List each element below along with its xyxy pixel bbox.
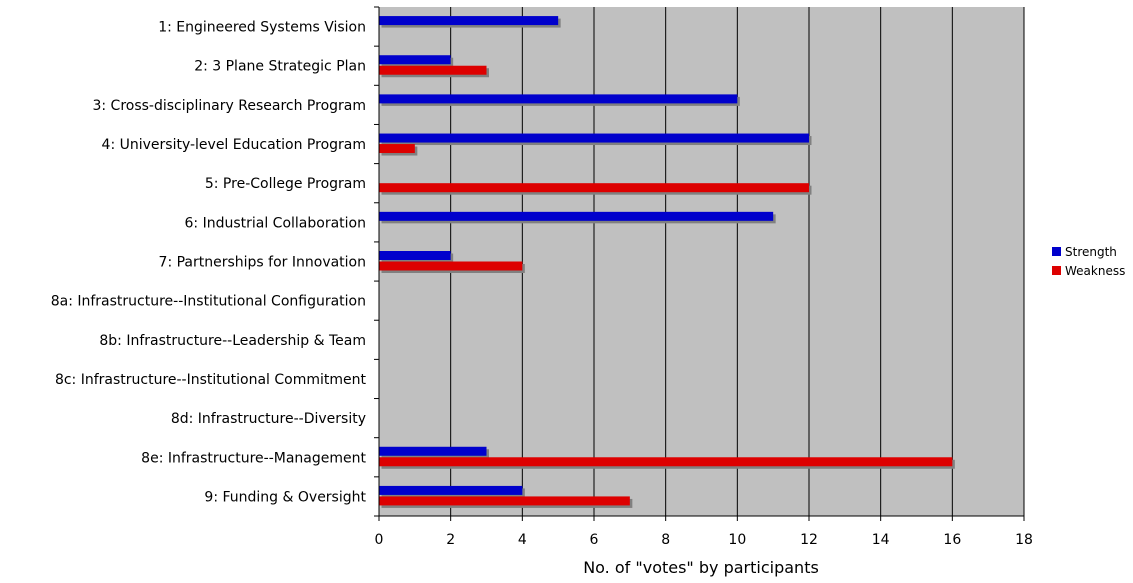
- legend-swatch-weakness: [1052, 266, 1061, 275]
- bar-strength: [379, 133, 809, 143]
- category-label: 8a: Infrastructure--Institutional Config…: [51, 294, 366, 310]
- bar-weakness: [379, 144, 415, 154]
- axes: [374, 6, 1025, 521]
- x-tick-labels: 0 2 4 6 8 10 12 14 16 18: [375, 532, 1033, 548]
- bar-strength: [379, 55, 451, 65]
- category-label: 6: Industrial Collaboration: [185, 215, 367, 231]
- x-axis-title: No. of "votes" by participants: [583, 558, 819, 577]
- x-tick-label: 10: [728, 532, 746, 548]
- category-label: 9: Funding & Oversight: [204, 489, 366, 505]
- legend-label-strength: Strength: [1065, 245, 1117, 259]
- bar-strength: [379, 94, 738, 104]
- bar-weakness: [379, 65, 487, 75]
- bar-weakness: [379, 457, 953, 467]
- category-label: 8e: Infrastructure--Management: [141, 450, 366, 466]
- x-tick-label: 18: [1015, 532, 1033, 548]
- category-label: 3: Cross-disciplinary Research Program: [92, 98, 366, 114]
- category-label: 2: 3 Plane Strategic Plan: [194, 59, 366, 75]
- category-labels: 1: Engineered Systems Vision 2: 3 Plane S…: [51, 20, 367, 506]
- x-tick-label: 8: [661, 532, 670, 548]
- legend: Strength Weakness: [1052, 245, 1125, 278]
- bar-weakness: [379, 183, 809, 193]
- category-label: 5: Pre-College Program: [205, 176, 366, 192]
- x-tick-label: 14: [872, 532, 890, 548]
- x-tick-label: 0: [375, 532, 384, 548]
- category-label: 4: University-level Education Program: [102, 137, 366, 153]
- bar-strength: [379, 211, 774, 221]
- legend-label-weakness: Weakness: [1065, 264, 1125, 278]
- x-tick-label: 2: [446, 532, 455, 548]
- category-label: 8d: Infrastructure--Diversity: [171, 411, 366, 427]
- bar-weakness: [379, 261, 523, 271]
- bar-strength: [379, 16, 559, 26]
- x-tick-label: 6: [590, 532, 599, 548]
- bar-strength: [379, 485, 523, 495]
- bar-strength: [379, 446, 487, 456]
- category-label: 7: Partnerships for Innovation: [159, 255, 366, 271]
- x-tick-label: 4: [518, 532, 527, 548]
- category-label: 8b: Infrastructure--Leadership & Team: [99, 333, 366, 349]
- bars: [379, 16, 955, 508]
- category-label: 1: Engineered Systems Vision: [158, 20, 366, 36]
- legend-swatch-strength: [1052, 247, 1061, 256]
- x-tick-label: 16: [943, 532, 961, 548]
- bar-strength: [379, 251, 451, 260]
- bar-weakness: [379, 496, 630, 506]
- x-tick-label: 12: [800, 532, 818, 548]
- category-label: 8c: Infrastructure--Institutional Commit…: [55, 372, 367, 388]
